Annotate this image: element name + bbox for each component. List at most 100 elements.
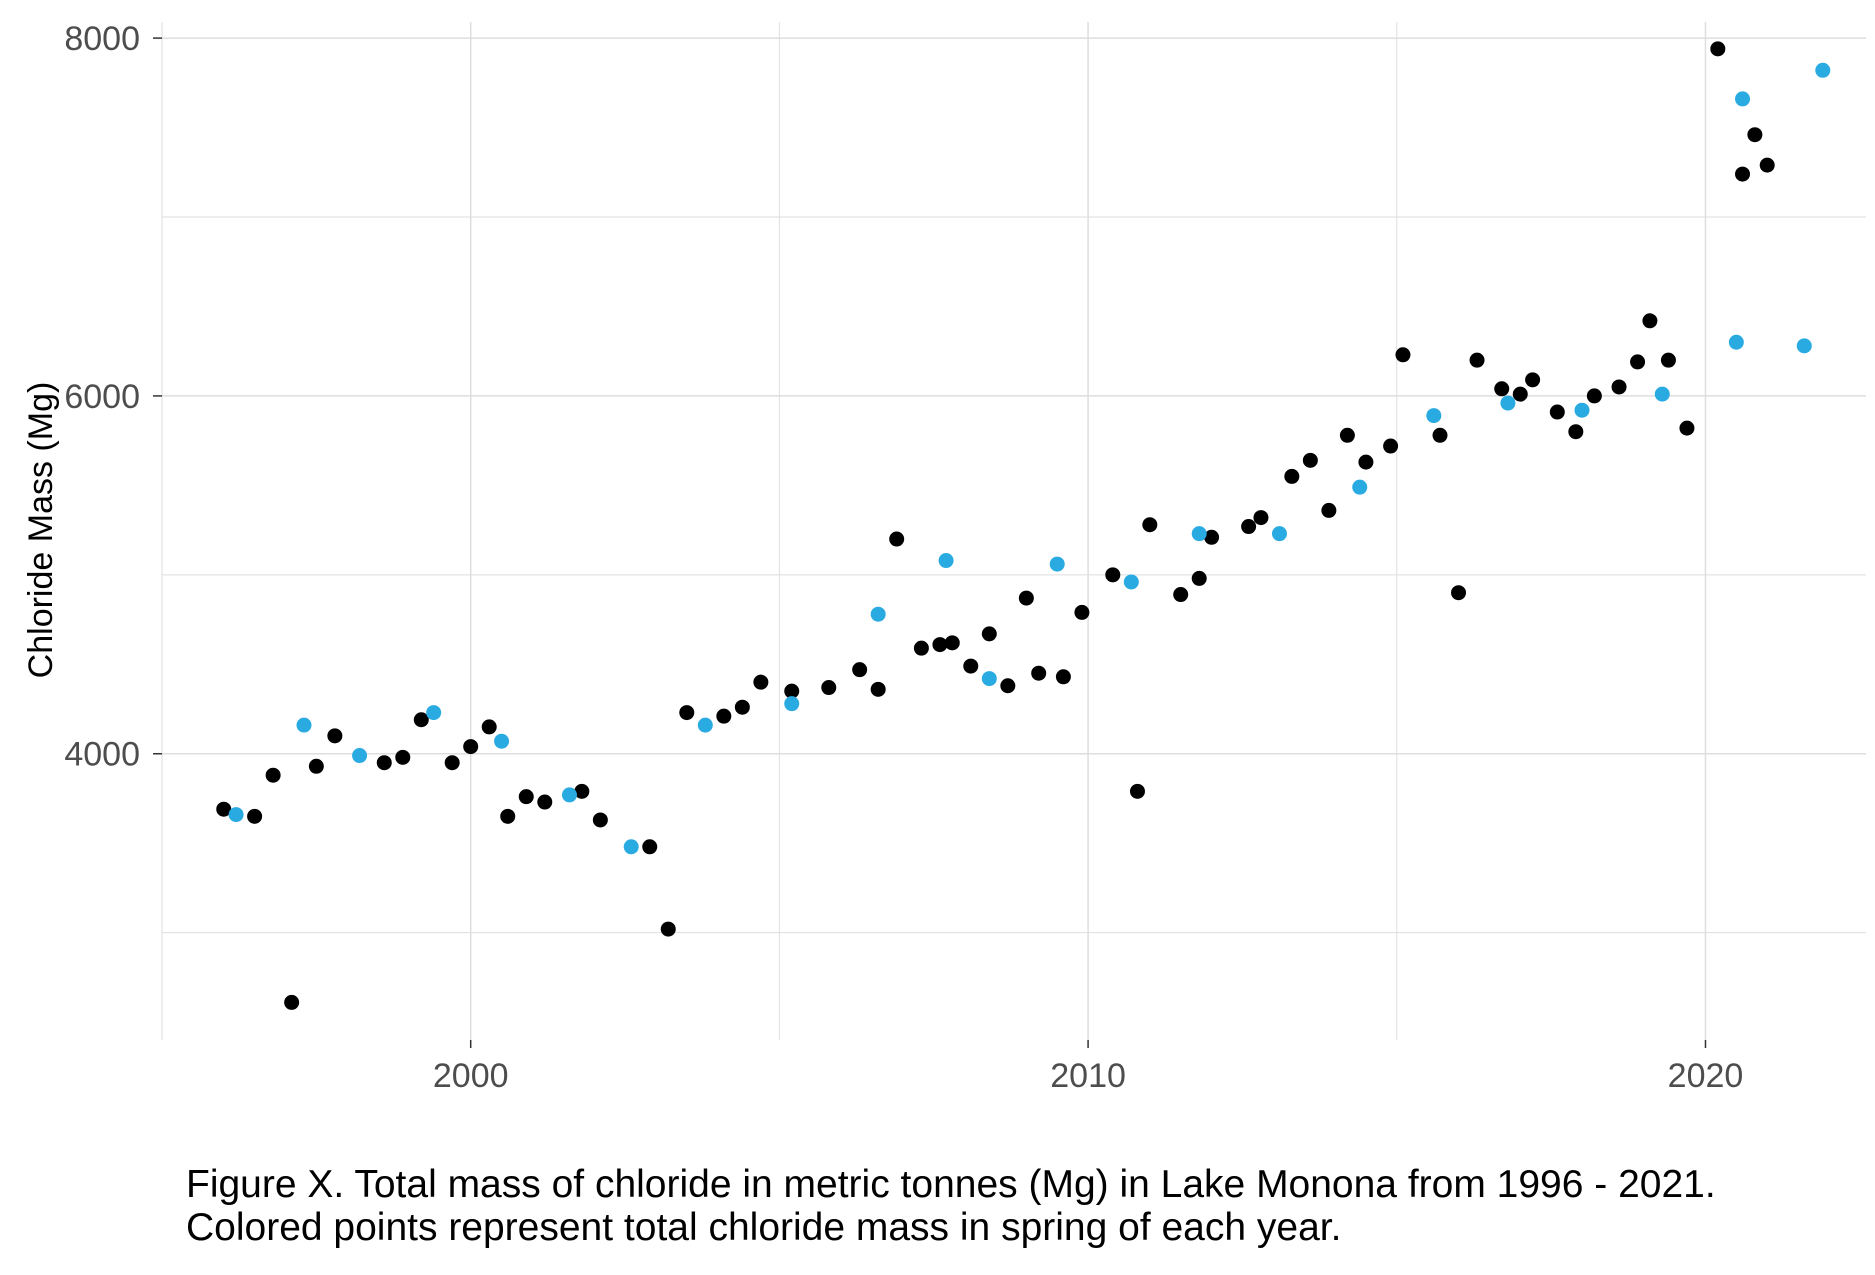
spring-data-point: [981, 671, 997, 687]
data-point: [1395, 347, 1411, 363]
data-point: [1759, 157, 1775, 173]
spring-data-point: [1426, 408, 1442, 424]
data-point: [1568, 424, 1584, 440]
data-point: [1735, 166, 1751, 182]
data-point: [1055, 669, 1071, 685]
y-tick-label: 8000: [64, 20, 140, 58]
spring-data-point: [1352, 479, 1368, 495]
data-point: [944, 635, 960, 651]
spring-data-point: [870, 606, 886, 622]
data-point: [1642, 313, 1658, 329]
data-point: [1451, 585, 1467, 601]
data-point: [660, 921, 676, 937]
data-point: [1383, 438, 1399, 454]
y-tick-label: 6000: [64, 378, 140, 416]
data-point: [1031, 665, 1047, 681]
data-point: [716, 708, 732, 724]
caption-line-2: Colored points represent total chloride …: [186, 1206, 1342, 1249]
y-axis-title: Chloride Mass (Mg): [22, 382, 60, 679]
data-point: [1018, 590, 1034, 606]
data-point: [1253, 510, 1269, 526]
grid: [161, 22, 1866, 1040]
spring-data-point: [228, 807, 244, 823]
data-point: [413, 712, 429, 728]
data-point: [265, 767, 281, 783]
data-point: [1284, 468, 1300, 484]
data-point: [852, 662, 868, 678]
caption-line-1: Figure X. Total mass of chloride in metr…: [186, 1163, 1716, 1206]
figure-caption: Figure X. Total mass of chloride in metr…: [186, 1163, 1866, 1249]
data-point: [1710, 41, 1726, 57]
data-points: [216, 41, 1831, 1010]
data-point: [1105, 567, 1121, 583]
spring-data-point: [352, 748, 368, 764]
data-point: [821, 680, 837, 696]
data-point: [1512, 386, 1528, 402]
data-point: [870, 681, 886, 697]
data-point: [1321, 502, 1337, 518]
data-point: [981, 626, 997, 642]
data-point: [1173, 587, 1189, 603]
spring-data-point: [1815, 62, 1831, 78]
spring-data-point: [1191, 526, 1207, 542]
data-point: [963, 658, 979, 674]
data-point: [889, 531, 905, 547]
data-point: [444, 755, 460, 771]
spring-data-point: [1271, 526, 1287, 542]
data-point: [247, 808, 263, 824]
spring-data-point: [623, 839, 639, 855]
data-point: [1549, 404, 1565, 420]
data-point: [592, 812, 608, 828]
data-point: [1241, 519, 1257, 535]
data-point: [1358, 454, 1374, 470]
data-point: [1204, 529, 1220, 545]
data-point: [216, 801, 232, 817]
data-point: [734, 699, 750, 715]
data-point: [463, 739, 479, 755]
x-tick-label: 2010: [1050, 1057, 1126, 1095]
data-point: [753, 674, 769, 690]
data-point: [932, 637, 948, 653]
data-point: [327, 728, 343, 744]
data-point: [1432, 427, 1448, 443]
spring-data-point: [1574, 402, 1590, 418]
spring-data-point: [697, 717, 713, 733]
data-point: [284, 994, 300, 1010]
data-point: [642, 839, 658, 855]
data-point: [679, 705, 695, 721]
data-point: [1525, 372, 1541, 388]
data-point: [308, 758, 324, 774]
spring-data-point: [784, 696, 800, 712]
spring-data-point: [1796, 338, 1812, 354]
x-tick-label: 2000: [433, 1057, 509, 1095]
data-point: [481, 719, 497, 735]
data-point: [376, 755, 392, 771]
spring-data-point: [1654, 386, 1670, 402]
axes: 2000 2010 2020 4000 6000 8000: [64, 20, 1743, 1095]
data-point: [1611, 379, 1627, 395]
data-point: [500, 808, 516, 824]
spring-data-point: [426, 705, 442, 721]
data-point: [1339, 427, 1355, 443]
data-point: [1142, 517, 1158, 533]
data-point: [913, 640, 929, 656]
spring-data-point: [1728, 334, 1744, 350]
data-point: [1302, 452, 1318, 468]
data-point: [1660, 352, 1676, 368]
spring-data-point: [296, 717, 312, 733]
x-tick-label: 2020: [1668, 1057, 1744, 1095]
spring-data-point: [938, 553, 954, 569]
data-point: [1129, 783, 1145, 799]
y-tick-label: 4000: [64, 736, 140, 774]
spring-data-point: [1735, 91, 1751, 107]
data-point: [784, 683, 800, 699]
data-point: [1679, 420, 1695, 436]
data-point: [537, 794, 553, 810]
data-point: [574, 783, 590, 799]
spring-data-point: [1049, 556, 1065, 572]
spring-data-point: [1123, 574, 1139, 590]
data-point: [395, 749, 411, 765]
data-point: [1630, 354, 1646, 370]
data-point: [1191, 570, 1207, 586]
